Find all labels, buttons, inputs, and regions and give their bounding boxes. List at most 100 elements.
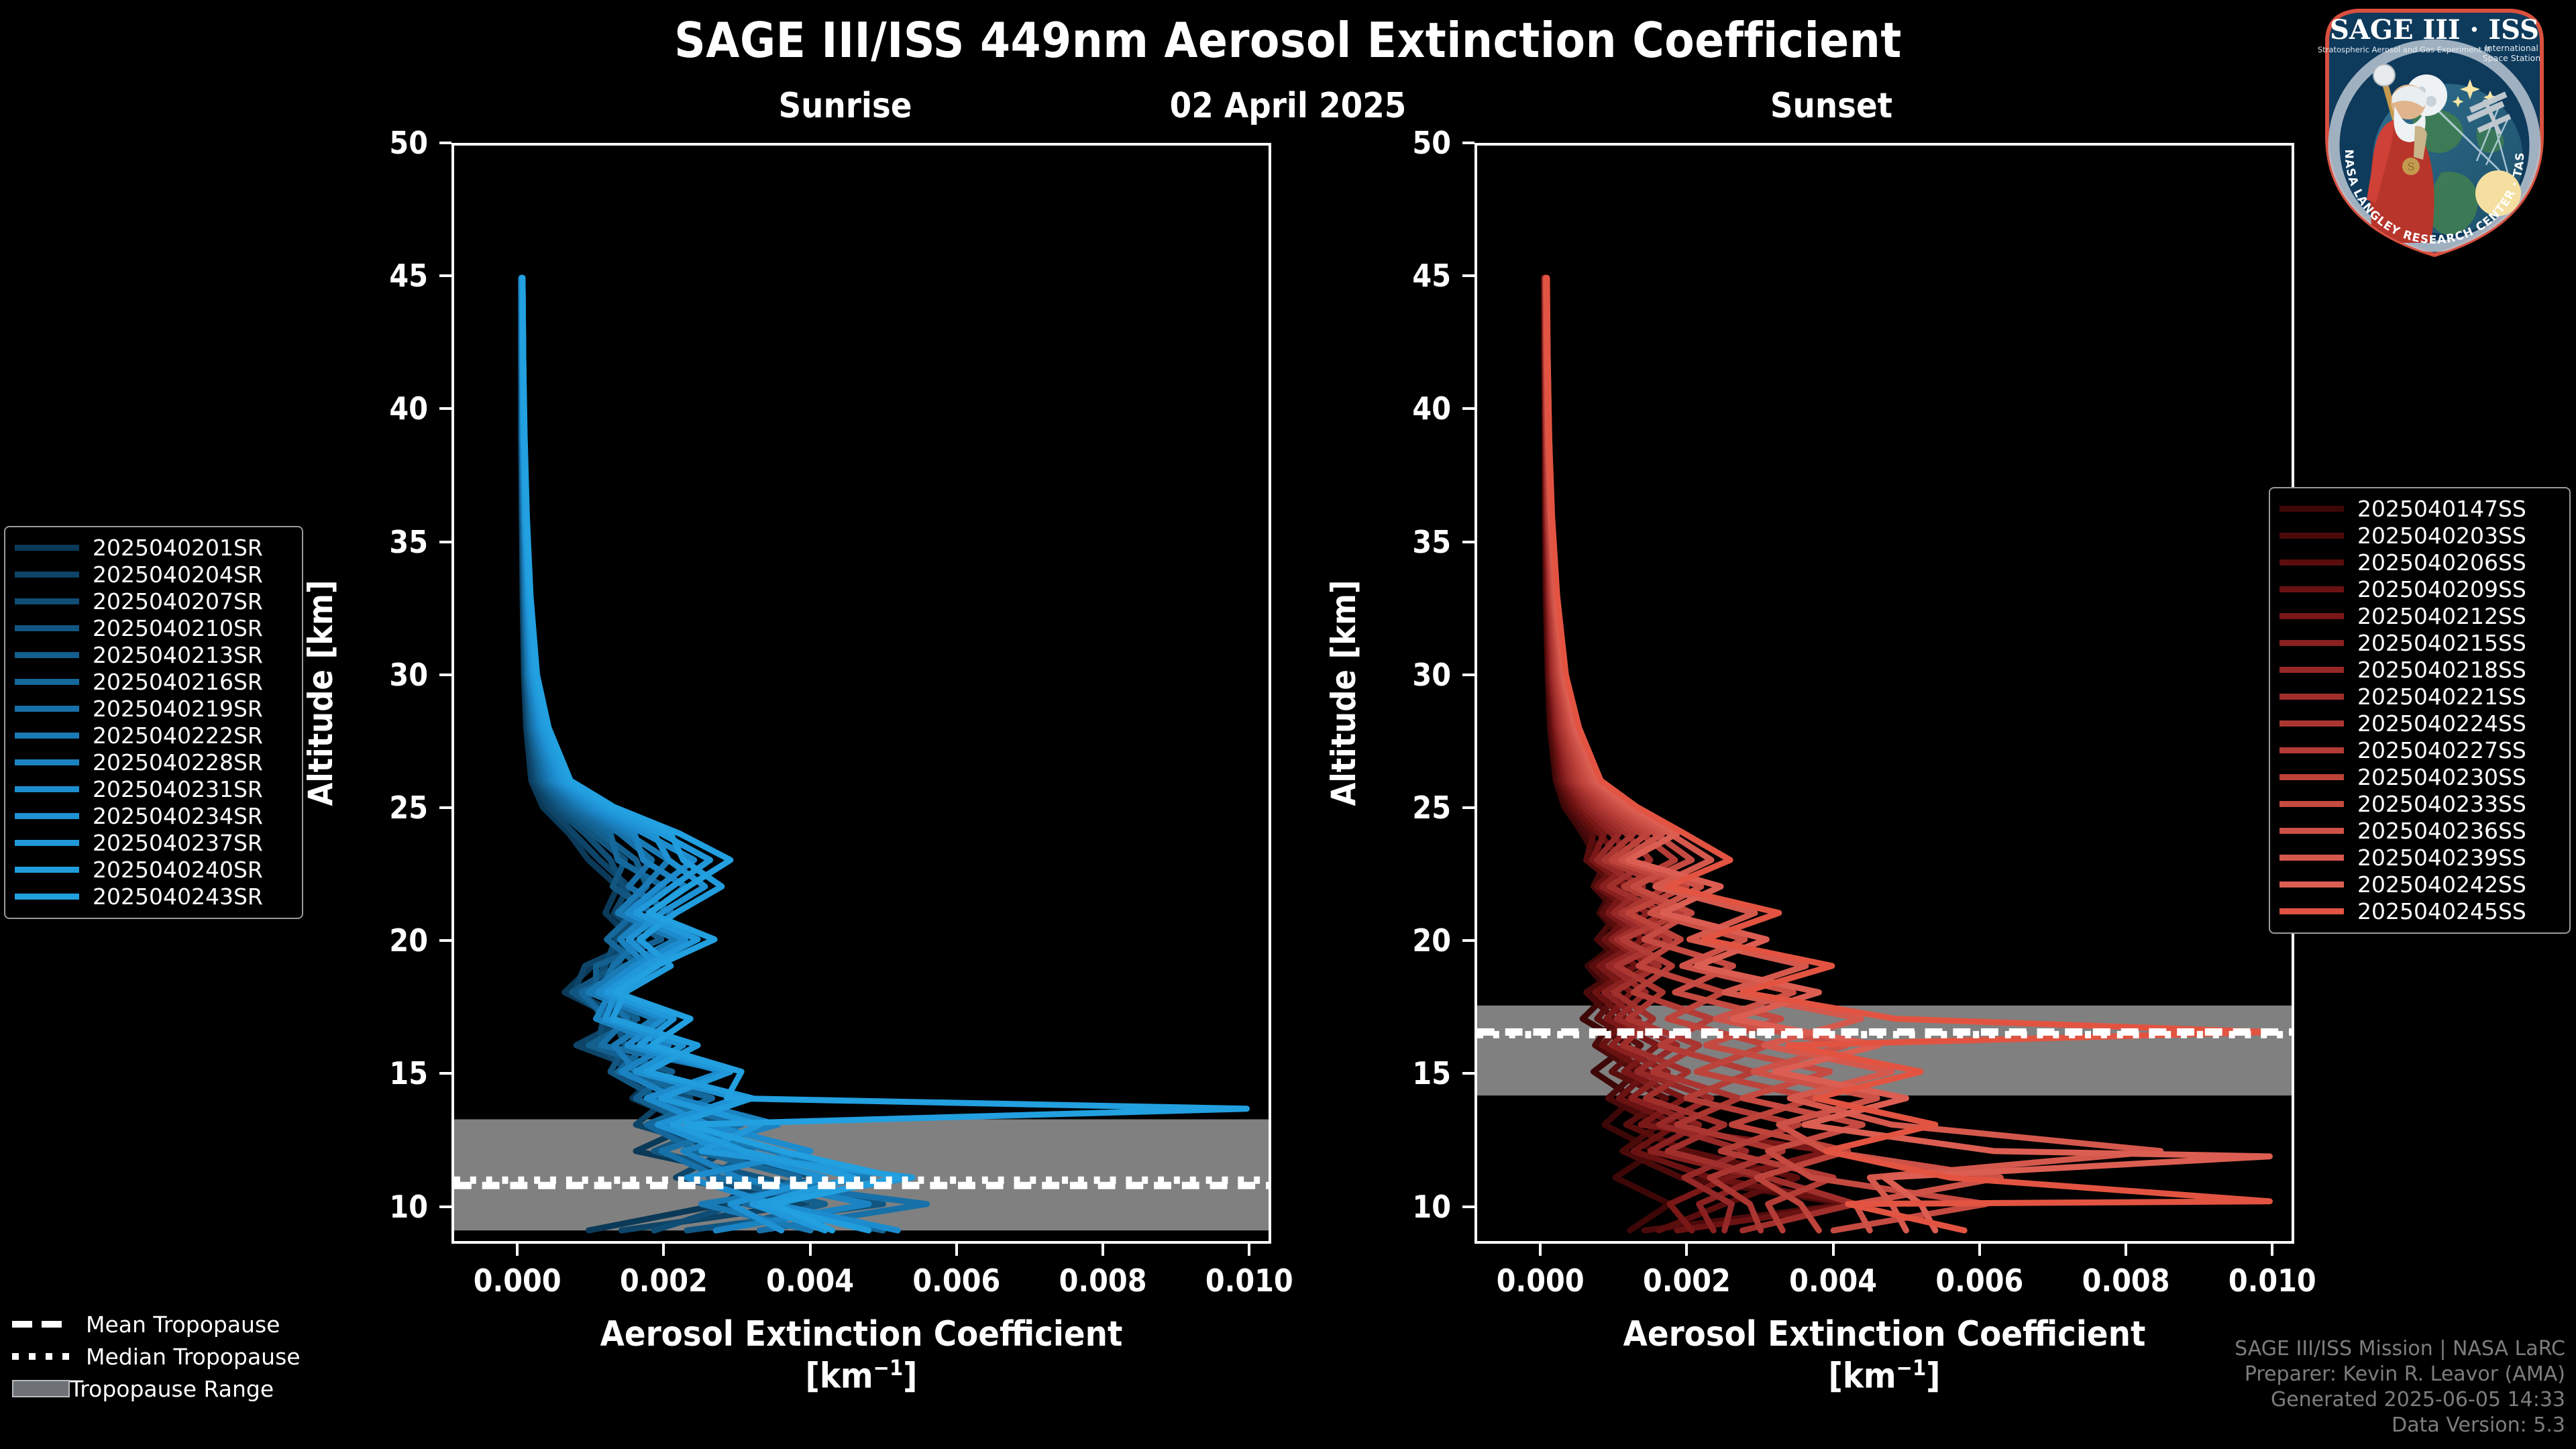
sunrise-legend-item[interactable]: 2025040201SR [15, 534, 292, 561]
sunset-legend-item[interactable]: 2025040224SS [2279, 710, 2560, 737]
y-tick-mark [439, 1205, 451, 1208]
x-tick-mark [2125, 1244, 2128, 1256]
sunrise-legend-item[interactable]: 2025040210SR [15, 614, 292, 641]
sunrise-legend-item[interactable]: 2025040222SR [15, 722, 292, 749]
sunset-legend-item[interactable]: 2025040242SS [2279, 871, 2560, 898]
y-tick-label: 20 [1412, 922, 1451, 959]
x-tick-label: 0.008 [2082, 1263, 2170, 1299]
sunset-legend-item[interactable]: 2025040236SS [2279, 817, 2560, 844]
sunset-legend-item[interactable]: 2025040221SS [2279, 683, 2560, 710]
sunrise-legend-item[interactable]: 2025040240SR [15, 856, 292, 883]
y-tick-mark [439, 142, 451, 144]
sunset-legend-item[interactable]: 2025040239SS [2279, 844, 2560, 871]
sunrise-legend-item[interactable]: 2025040228SR [15, 749, 292, 775]
x-tick-mark [1831, 1244, 1835, 1256]
sunrise-legend-item[interactable]: 2025040231SR [15, 775, 292, 802]
sunset-legend-item[interactable]: 2025040206SS [2279, 549, 2560, 576]
sunset-series-legend[interactable]: 2025040147SS 2025040203SS 2025040206SS 2025… [2269, 487, 2571, 934]
legend-color-swatch-icon [15, 651, 79, 658]
legend-color-swatch-icon [2279, 773, 2344, 780]
sunset-legend-item[interactable]: 2025040233SS [2279, 790, 2560, 817]
patch-subtitle-right-2: Space Station [2483, 53, 2541, 63]
sunset-legend-item[interactable]: 2025040209SS [2279, 576, 2560, 602]
legend-label-median-tropopause: Median Tropopause [86, 1343, 301, 1370]
legend-color-swatch-icon [2279, 908, 2344, 914]
sunset-legend-item[interactable]: 2025040212SS [2279, 602, 2560, 629]
legend-color-swatch-icon [2279, 505, 2344, 512]
legend-event-label: 2025040215SS [2357, 629, 2526, 656]
sunrise-legend-item[interactable]: 2025040216SR [15, 668, 292, 695]
legend-color-swatch-icon [2279, 532, 2344, 539]
legend-event-label: 2025040228SR [93, 749, 263, 775]
y-tick-mark [439, 540, 451, 543]
tropopause-legend: Mean Tropopause Median Tropopause Tropop… [12, 1311, 327, 1407]
legend-event-label: 2025040236SS [2357, 817, 2526, 844]
sunset-legend-item[interactable]: 2025040230SS [2279, 763, 2560, 790]
legend-event-label: 2025040207SR [93, 588, 263, 614]
legend-event-label: 2025040206SS [2357, 549, 2526, 576]
dashed-line-icon [12, 1317, 70, 1332]
sunrise-legend-item[interactable]: 2025040204SR [15, 561, 292, 588]
x-axis-units: [km−1] [1828, 1355, 1941, 1397]
sunset-plot-svg [1477, 274, 2292, 1234]
legend-event-label: 2025040216SR [93, 668, 263, 695]
legend-event-label: 2025040243SR [93, 883, 263, 910]
sunrise-legend-item[interactable]: 2025040207SR [15, 588, 292, 614]
sunset-legend-item[interactable]: 2025040227SS [2279, 737, 2560, 763]
x-axis-units: [km−1] [805, 1355, 918, 1397]
y-tick-label: 15 [389, 1055, 428, 1092]
y-tick-mark [1462, 407, 1474, 411]
y-tick-label: 10 [389, 1188, 428, 1225]
x-tick-label: 0.004 [766, 1263, 855, 1299]
legend-color-swatch-icon [15, 678, 79, 685]
sunrise-legend-item[interactable]: 2025040237SR [15, 829, 292, 856]
y-tick-label: 35 [389, 523, 428, 560]
legend-event-label: 2025040239SS [2357, 844, 2526, 871]
legend-event-label: 2025040222SR [93, 722, 263, 749]
x-tick-mark [955, 1244, 958, 1256]
legend-label-tropopause-range: Tropopause Range [70, 1375, 274, 1402]
sunset-legend-item[interactable]: 2025040245SS [2279, 898, 2560, 924]
x-tick-label: 0.000 [1496, 1263, 1585, 1299]
y-tick-mark [1462, 806, 1474, 809]
legend-event-label: 2025040201SR [93, 534, 263, 561]
legend-color-swatch-icon [2279, 639, 2344, 646]
y-tick-mark [1462, 939, 1474, 943]
sunset-legend-item[interactable]: 2025040218SS [2279, 656, 2560, 683]
legend-color-swatch-icon [2279, 747, 2344, 753]
x-tick-label: 0.004 [1789, 1263, 1878, 1299]
legend-event-label: 2025040231SR [93, 775, 263, 802]
sunset-legend-item[interactable]: 2025040203SS [2279, 522, 2560, 549]
patch-subtitle-right-1: International [2485, 43, 2538, 53]
legend-color-swatch-icon [2279, 800, 2344, 807]
y-tick-label: 30 [389, 656, 428, 693]
credit-mission: SAGE III/ISS Mission | NASA LaRC [2235, 1336, 2565, 1360]
y-tick-mark [1462, 142, 1474, 144]
sunrise-plot-panel[interactable] [451, 143, 1271, 1244]
sunrise-legend-item[interactable]: 2025040234SR [15, 802, 292, 829]
y-tick-mark [439, 274, 451, 278]
legend-event-label: 2025040242SS [2357, 871, 2526, 898]
legend-event-label: 2025040224SS [2357, 710, 2526, 737]
x-tick-mark [1248, 1244, 1251, 1256]
sunrise-series-legend[interactable]: 2025040201SR 2025040204SR 2025040207SR 2025… [4, 526, 303, 919]
sunrise-legend-item[interactable]: 2025040219SR [15, 695, 292, 722]
legend-color-swatch-icon [15, 571, 79, 578]
svg-text:S: S [2408, 160, 2415, 173]
y-tick-mark [439, 407, 451, 411]
patch-title: SAGE III · ISS [2330, 14, 2539, 46]
y-tick-mark [1462, 540, 1474, 543]
gray-band-swatch-icon [12, 1380, 70, 1397]
sunrise-legend-item[interactable]: 2025040213SR [15, 641, 292, 668]
legend-color-swatch-icon [2279, 827, 2344, 834]
date-subtitle: 02 April 2025 [1169, 86, 1407, 126]
legend-color-swatch-icon [15, 705, 79, 712]
credit-preparer: Preparer: Kevin R. Leavor (AMA) [2244, 1362, 2565, 1386]
sunrise-legend-item[interactable]: 2025040243SR [15, 883, 292, 910]
sunset-legend-item[interactable]: 2025040147SS [2279, 495, 2560, 522]
sunset-legend-item[interactable]: 2025040215SS [2279, 629, 2560, 656]
y-axis-label: Altitude [km] [1324, 580, 1363, 806]
y-tick-label: 50 [389, 125, 428, 161]
sunset-plot-panel[interactable] [1474, 143, 2294, 1244]
legend-color-swatch-icon [2279, 693, 2344, 700]
